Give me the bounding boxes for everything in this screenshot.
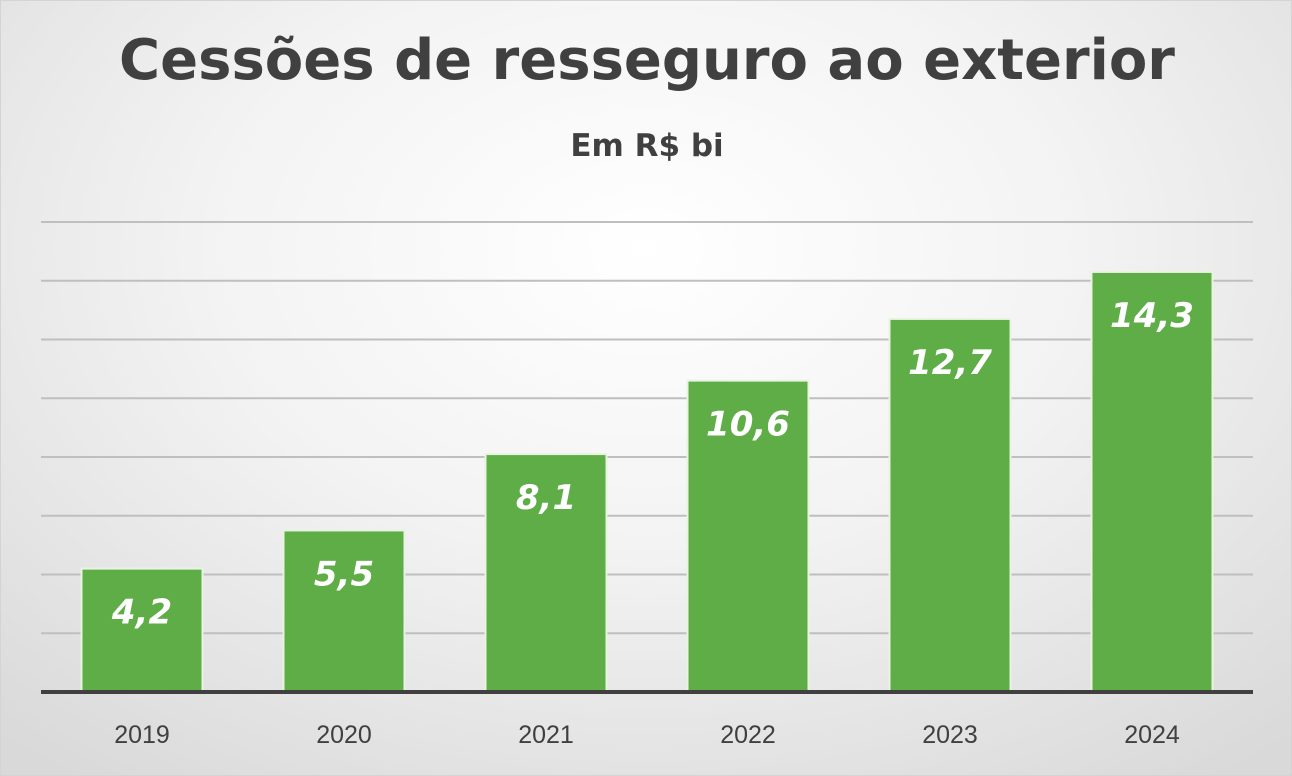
- bar-2020: [282, 529, 406, 693]
- x-tick-label-2019: 2019: [114, 721, 170, 749]
- x-tick-label-2022: 2022: [720, 721, 776, 749]
- bar-2024: [1090, 270, 1214, 693]
- bar-2021: [484, 453, 608, 693]
- data-label-2019: 4,2: [111, 593, 172, 633]
- chart-title: Cessões de resseguro ao exterior: [119, 28, 1175, 93]
- chart-subtitle: Em R$ bi: [570, 128, 724, 164]
- gridlines: [41, 221, 1253, 635]
- x-tick-labels: 2019 2020 2021 2022 2023 2024: [114, 721, 1180, 749]
- x-tick-label-2021: 2021: [518, 721, 574, 749]
- bar-2022: [686, 379, 810, 693]
- data-label-2021: 8,1: [516, 478, 576, 518]
- bar-2023: [888, 317, 1012, 693]
- bar-2019: [80, 567, 204, 693]
- data-label-2023: 12,7: [908, 343, 992, 383]
- data-label-2024: 14,3: [1110, 296, 1194, 336]
- x-tick-label-2020: 2020: [316, 721, 372, 749]
- x-tick-label-2024: 2024: [1124, 721, 1180, 749]
- data-labels: 4,2 5,5 8,1 10,6 12,7 14,3: [111, 296, 1194, 633]
- data-label-2022: 10,6: [706, 405, 790, 445]
- bars: [80, 270, 1214, 693]
- x-tick-label-2023: 2023: [922, 721, 978, 749]
- data-label-2020: 5,5: [314, 554, 374, 594]
